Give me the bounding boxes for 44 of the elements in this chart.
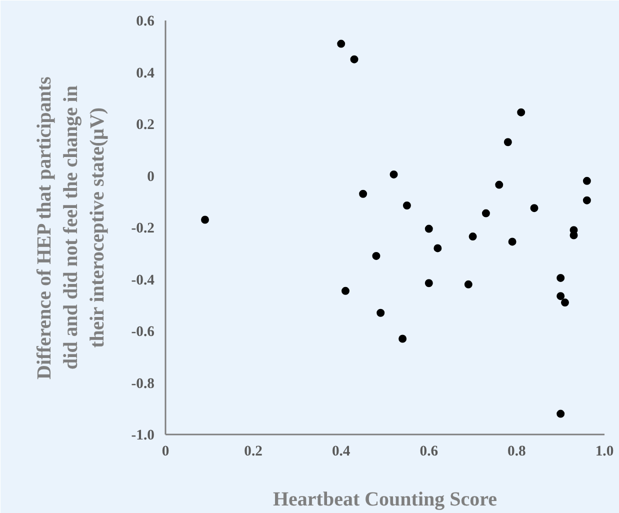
point [359, 190, 368, 198]
x-tick-label: 0 [162, 444, 170, 460]
point [517, 108, 526, 116]
point [390, 170, 398, 178]
point [530, 204, 538, 212]
x-tick-label: 1.0 [595, 444, 614, 460]
point [434, 244, 442, 252]
point [504, 138, 512, 146]
point [482, 209, 490, 218]
point [341, 286, 350, 295]
x-tick-label: 0.6 [420, 444, 438, 460]
y-tick-label: -0.2 [131, 220, 154, 236]
point [495, 180, 504, 189]
y-tick-label: 0.6 [136, 14, 155, 30]
y-tick-label: -1.0 [131, 428, 154, 444]
point [464, 280, 472, 288]
y-tick-label: -0.4 [131, 272, 156, 288]
point [424, 224, 433, 233]
x-tick-label: 0.2 [244, 444, 262, 460]
point [201, 216, 210, 224]
point [424, 279, 433, 288]
y-tick-label: 0.2 [136, 117, 155, 133]
point [560, 298, 569, 307]
y-tick-label: -0.6 [131, 324, 154, 340]
point [350, 55, 358, 64]
y-axis-title: Difference of HEP that participants did and did not feel the change in their interoceptive state(μV) [34, 76, 108, 380]
y-tick-label: 0 [147, 168, 154, 185]
x-tick-label: 0.8 [508, 444, 526, 460]
x-tick-label: 0.4 [332, 444, 351, 460]
point [398, 334, 407, 343]
point [372, 252, 380, 260]
y-tick-label: 0.4 [136, 65, 156, 82]
point [337, 40, 346, 48]
point [508, 238, 516, 246]
point [468, 232, 477, 241]
x-axis-title: Heartbeat Counting Score [272, 488, 498, 510]
point [402, 202, 411, 210]
point [556, 410, 565, 418]
point [582, 196, 591, 204]
point [376, 308, 385, 317]
point [582, 176, 591, 185]
point [556, 292, 565, 300]
y-tick-label: -0.8 [131, 376, 154, 392]
point [556, 274, 565, 282]
